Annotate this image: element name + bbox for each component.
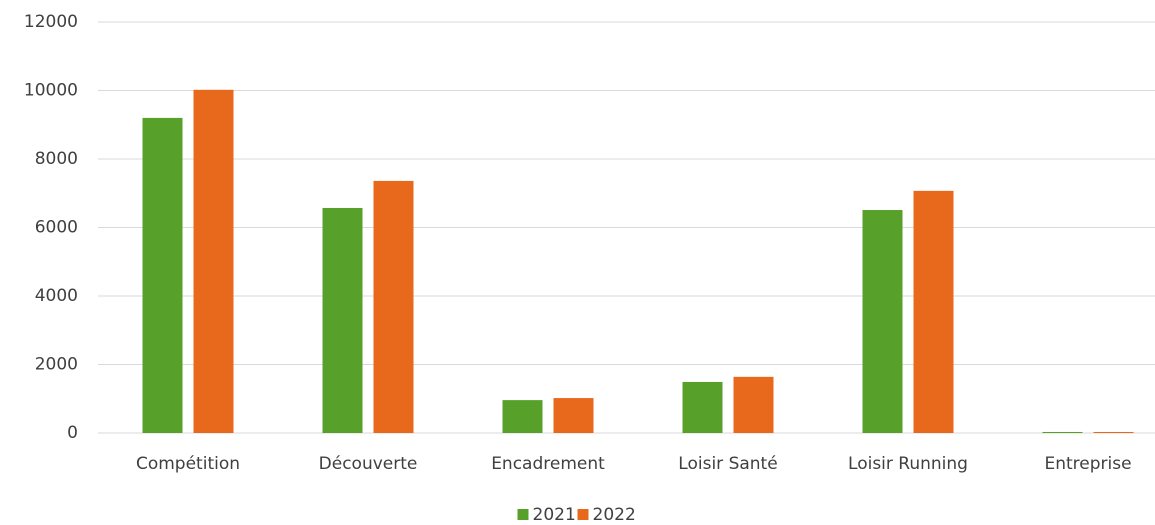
- bar: [733, 376, 774, 433]
- bar: [862, 210, 903, 433]
- y-tick-label: 2000: [35, 355, 78, 375]
- x-tick-label: Compétition: [136, 454, 240, 474]
- legend-label: 2021: [533, 505, 576, 525]
- bar: [193, 89, 234, 433]
- x-tick-label: Loisir Santé: [678, 454, 777, 474]
- y-tick-label: 8000: [35, 149, 78, 169]
- y-tick-label: 10000: [24, 81, 78, 101]
- bar: [502, 400, 543, 433]
- bar: [1042, 431, 1083, 433]
- bar: [142, 117, 183, 434]
- y-tick-label: 6000: [35, 218, 78, 238]
- bar: [1093, 431, 1134, 433]
- bar: [682, 381, 723, 433]
- y-tick-label: 12000: [24, 12, 78, 32]
- bar: [553, 398, 594, 433]
- x-tick-label: Découverte: [319, 454, 418, 474]
- legend-label: 2022: [593, 505, 636, 525]
- bar: [913, 190, 954, 433]
- x-tick-label: Entreprise: [1044, 454, 1131, 474]
- bar: [373, 180, 414, 433]
- x-tick-label: Encadrement: [491, 454, 605, 474]
- y-tick-label: 0: [67, 423, 78, 443]
- legend-swatch: [517, 509, 529, 520]
- legend-swatch: [577, 509, 589, 520]
- y-tick-label: 4000: [35, 286, 78, 306]
- x-tick-label: Loisir Running: [848, 454, 968, 474]
- bar: [322, 207, 363, 433]
